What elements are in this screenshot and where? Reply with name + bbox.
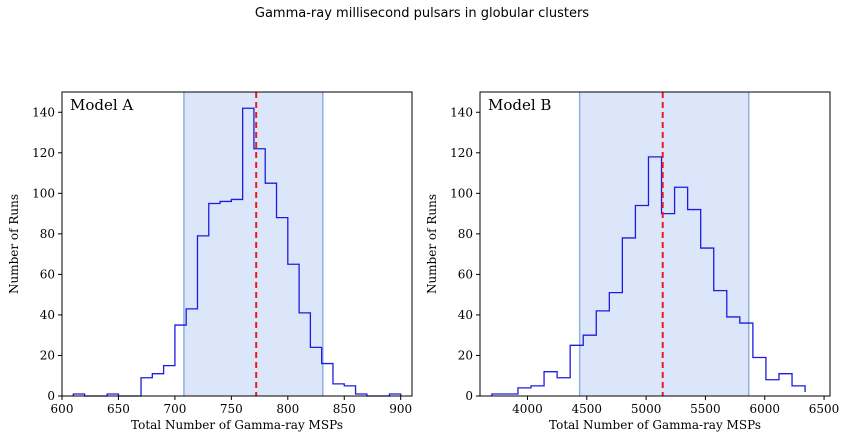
x-tick-label: 800 <box>276 402 299 416</box>
axes-frame <box>479 91 831 397</box>
x-tick-label: 5000 <box>631 402 662 416</box>
figure-title: Gamma-ray millisecond pulsars in globula… <box>254 6 590 21</box>
y-tick-label: 140 <box>32 105 55 119</box>
y-tick-label: 120 <box>32 146 55 160</box>
y-tick-label: 100 <box>32 186 55 200</box>
x-axis-label: Total Number of Gamma-ray MSPs <box>549 418 761 432</box>
y-tick-label: 20 <box>40 348 55 362</box>
y-axis-label: Number of Runs <box>7 194 21 294</box>
panel-title: Model A <box>70 96 133 114</box>
chart-panel-1: 600 650 700 750 800 850 900 0 20 40 60 80 100 120 140 T… <box>7 91 413 432</box>
y-tick-label: 120 <box>450 146 473 160</box>
x-tick-label: 6500 <box>809 402 840 416</box>
y-tick-label: 0 <box>465 389 473 403</box>
x-tick-label: 850 <box>333 402 356 416</box>
y-tick-label: 0 <box>47 389 55 403</box>
y-tick-label: 60 <box>458 267 473 281</box>
x-tick-label: 600 <box>51 402 74 416</box>
y-tick-label: 140 <box>450 105 473 119</box>
x-tick-label: 650 <box>107 402 130 416</box>
x-tick-label: 750 <box>220 402 243 416</box>
y-tick-label: 40 <box>40 308 55 322</box>
y-tick-label: 80 <box>40 227 55 241</box>
y-tick-label: 100 <box>450 186 473 200</box>
x-tick-label: 6000 <box>749 402 780 416</box>
x-tick-label: 700 <box>163 402 186 416</box>
x-tick-label: 5500 <box>690 402 721 416</box>
y-tick-label: 60 <box>40 267 55 281</box>
x-tick-label: 4500 <box>572 402 603 416</box>
x-tick-label: 4000 <box>512 402 543 416</box>
interval-band <box>579 92 749 396</box>
y-axis-label: Number of Runs <box>425 194 439 294</box>
histogram-step-line <box>491 156 806 396</box>
y-tick-label: 40 <box>458 308 473 322</box>
axes-frame <box>61 91 413 397</box>
x-axis-label: Total Number of Gamma-ray MSPs <box>131 418 343 432</box>
x-tick-label: 900 <box>389 402 412 416</box>
y-tick-label: 20 <box>458 348 473 362</box>
chart-panel-2: 4000 4500 5000 5500 6000 6500 0 20 40 60 80 100 120 1… <box>425 91 840 432</box>
panel-title: Model B <box>488 96 551 114</box>
y-tick-label: 80 <box>458 227 473 241</box>
